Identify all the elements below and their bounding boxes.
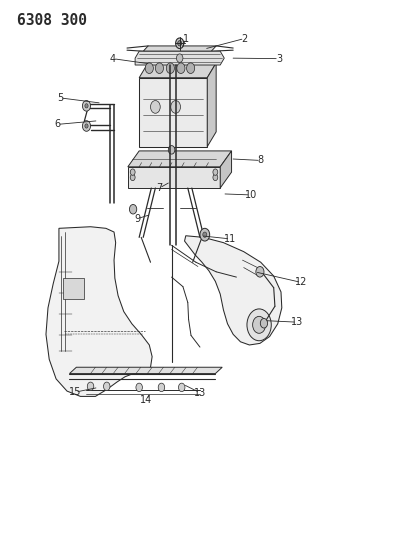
- Circle shape: [85, 104, 88, 108]
- Text: 12: 12: [295, 277, 308, 287]
- Circle shape: [176, 54, 183, 62]
- Text: 11: 11: [224, 234, 237, 244]
- Circle shape: [171, 101, 180, 114]
- Circle shape: [136, 383, 142, 392]
- Circle shape: [213, 169, 218, 175]
- Bar: [128, 167, 220, 188]
- Bar: [139, 78, 207, 147]
- Circle shape: [256, 266, 264, 277]
- Polygon shape: [128, 151, 232, 167]
- Polygon shape: [69, 367, 222, 374]
- Circle shape: [151, 101, 160, 114]
- Polygon shape: [143, 46, 216, 51]
- Circle shape: [213, 174, 218, 181]
- Text: 8: 8: [258, 156, 264, 165]
- Polygon shape: [135, 51, 224, 65]
- Circle shape: [87, 382, 94, 391]
- Circle shape: [260, 318, 268, 328]
- Text: 13: 13: [291, 317, 303, 327]
- Text: 4: 4: [110, 54, 116, 63]
- Circle shape: [253, 317, 266, 333]
- Circle shape: [158, 383, 165, 392]
- Circle shape: [177, 41, 182, 46]
- Circle shape: [178, 383, 185, 392]
- Circle shape: [82, 101, 91, 111]
- Text: 3: 3: [276, 54, 282, 63]
- Text: 2: 2: [242, 34, 248, 44]
- Circle shape: [203, 232, 207, 237]
- Text: 9: 9: [134, 214, 140, 224]
- Circle shape: [145, 63, 153, 74]
- Circle shape: [129, 205, 137, 214]
- Circle shape: [82, 120, 91, 131]
- Circle shape: [247, 309, 271, 341]
- Text: 5: 5: [57, 93, 63, 103]
- Polygon shape: [46, 227, 152, 397]
- Polygon shape: [220, 151, 232, 188]
- Text: 6308 300: 6308 300: [17, 13, 87, 28]
- Circle shape: [175, 38, 184, 49]
- Circle shape: [130, 174, 135, 181]
- Circle shape: [177, 63, 185, 74]
- Text: 10: 10: [244, 190, 257, 200]
- Circle shape: [169, 146, 175, 154]
- Circle shape: [130, 169, 135, 175]
- Circle shape: [166, 63, 174, 74]
- Circle shape: [186, 63, 195, 74]
- Text: 13: 13: [194, 387, 206, 398]
- Text: 6: 6: [54, 119, 60, 130]
- Circle shape: [104, 382, 110, 391]
- Polygon shape: [207, 63, 216, 147]
- Polygon shape: [184, 236, 282, 345]
- Circle shape: [200, 228, 210, 241]
- Text: 7: 7: [156, 183, 162, 193]
- Bar: [63, 278, 84, 300]
- Circle shape: [85, 124, 88, 128]
- Text: 14: 14: [140, 395, 153, 405]
- Circle shape: [155, 63, 164, 74]
- Text: 1: 1: [183, 34, 189, 44]
- Text: 15: 15: [69, 387, 81, 397]
- Polygon shape: [139, 63, 216, 78]
